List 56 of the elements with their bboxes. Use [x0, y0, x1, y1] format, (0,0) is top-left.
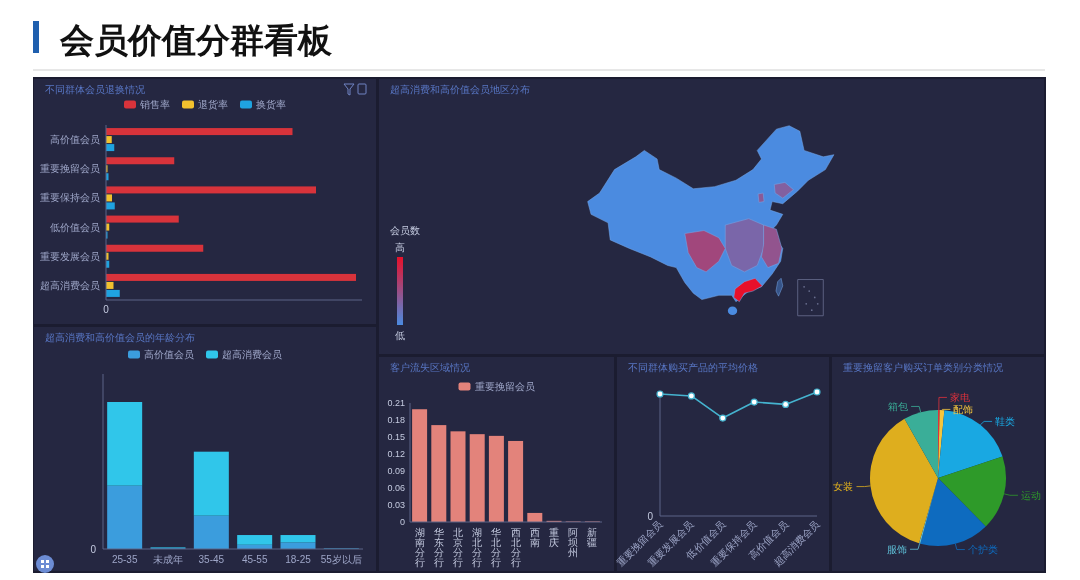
legend-label: 换货率: [256, 99, 286, 110]
slice-label: 配饰: [953, 403, 974, 415]
legend-label: 重要挽留会员: [474, 381, 535, 392]
x-tick-label: 西南: [529, 527, 540, 548]
x-tick-label: 45-55: [241, 554, 268, 565]
y-tick-label: 低价值会员: [50, 221, 100, 233]
y-tick-label: 0.18: [387, 415, 405, 425]
text: 0: [103, 304, 110, 315]
x-tick-label: 重庆: [549, 527, 559, 548]
text: 超高消费和高价值会员地区分布: [390, 84, 530, 95]
x-tick-label: 阿坝州: [567, 527, 579, 558]
text: 高: [395, 242, 405, 253]
legend-label: 超高消费会员: [222, 349, 282, 360]
y-tick-label: 高价值会员: [50, 134, 100, 146]
chart-title: 不同群体会员退换情况: [45, 84, 145, 95]
y-tick-label: 0.12: [387, 449, 405, 459]
x-tick-label: 华北分行: [491, 527, 502, 568]
y-tick-label: 0.15: [387, 432, 405, 442]
x-tick-label: 35-45: [198, 554, 225, 565]
chart-title: 不同群体购买产品的平均价格: [628, 362, 758, 373]
text: 低: [395, 330, 405, 341]
slice-label: 女装: [833, 481, 854, 493]
legend-label: 退货率: [198, 99, 228, 110]
x-tick-label: 新疆: [587, 527, 598, 548]
x-tick-label: 未成年: [153, 554, 183, 565]
chart-title: 客户流失区域情况: [390, 362, 470, 373]
x-tick-label: 华东分行: [433, 527, 444, 568]
x-tick-label: 湖北分行: [472, 527, 483, 568]
x-tick-label: 25-35: [111, 554, 138, 565]
slice-label: 服饰: [887, 543, 908, 555]
slice-label: 个护类: [967, 544, 998, 556]
x-tick-label: 湖南分行: [414, 527, 425, 568]
legend-label: 销售率: [139, 99, 170, 110]
legend-label: 高价值会员: [144, 349, 194, 360]
slice-label: 鞋类: [995, 415, 1016, 427]
chart-title: 超高消费和高价值会员的年龄分布: [45, 332, 195, 343]
chart-title: 重要挽留客户购买订单类别分类情况: [843, 362, 1003, 373]
y-tick-label: 重要发展会员: [40, 250, 100, 262]
y-tick-label: 重要保持会员: [40, 192, 100, 204]
text: 0: [647, 510, 654, 522]
x-tick-label: 西北分行: [510, 527, 521, 568]
y-tick-label: 0.03: [387, 500, 405, 510]
text: 会员价值分群看板: [59, 21, 333, 59]
x-tick-label: 北京分行: [453, 527, 463, 568]
y-tick-label: 0.09: [387, 466, 405, 476]
y-tick-label: 超高消费会员: [40, 279, 100, 291]
x-tick-label: 55岁以后: [320, 554, 362, 565]
color-bar-title: 会员数: [390, 225, 420, 236]
y-tick-label: 0.06: [387, 483, 405, 493]
slice-label: 家电: [949, 391, 970, 403]
y-tick-label: 0.21: [387, 398, 405, 408]
slice-label: 箱包: [888, 400, 909, 412]
y-tick-label: 重要挽留会员: [40, 163, 100, 175]
slice-label: 运动: [1020, 489, 1041, 501]
x-tick-label: 18-25: [285, 554, 312, 565]
y-tick-label: 0: [399, 517, 405, 527]
